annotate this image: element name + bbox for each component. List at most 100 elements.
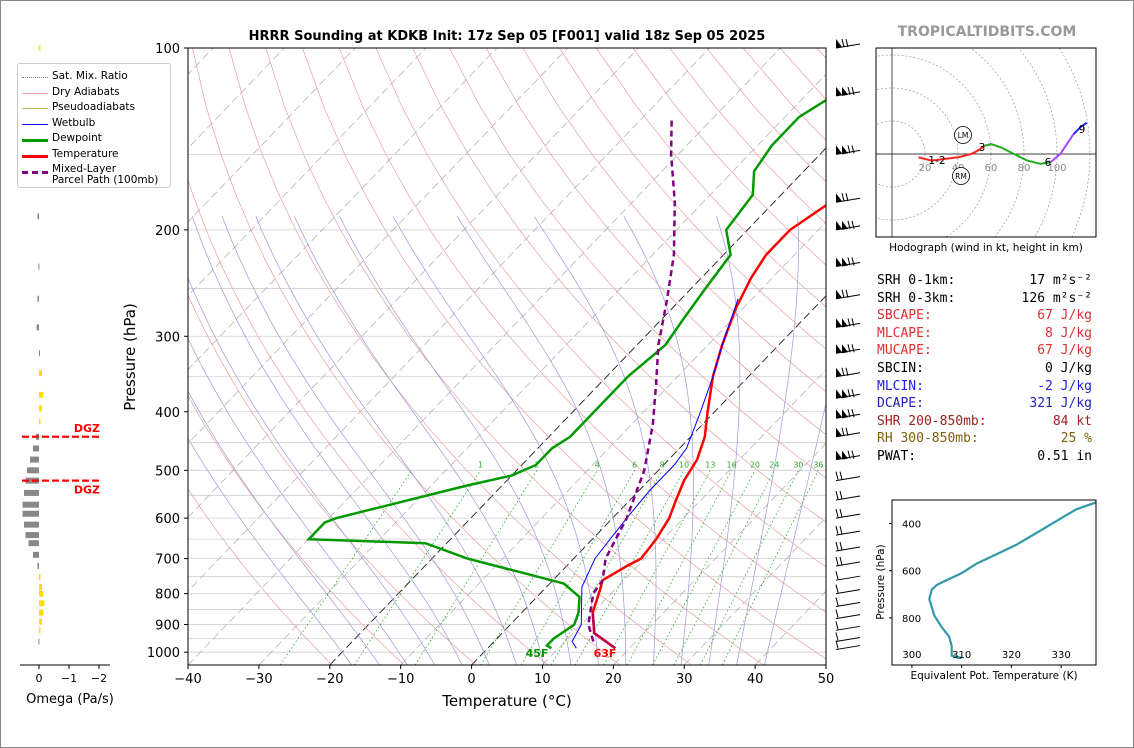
dry-adiabat [265,48,764,665]
wind-barb-flag [842,318,848,328]
hodograph-marker-circle [954,126,972,144]
surface-dewpoint-label: 45F [526,647,549,660]
dry-adiabat [338,48,826,613]
wind-barb-flag [836,257,842,267]
pseudoadiabat [596,652,599,665]
stat-label: MUCAPE: [877,343,932,359]
stats-panel: SRH 0-1km: 17 m²s⁻² SRH 0-3km: 126 m²s⁻² SBC… [877,272,1092,466]
dry-adiabat [228,48,692,665]
hodograph-segment [918,144,985,162]
y-tick-label: 1000 [147,646,180,661]
wind-barb-feather [835,471,839,480]
omega-bar [39,609,44,616]
wind-barb-feather [851,344,855,353]
dry-adiabat [559,48,826,350]
series-temperature [591,203,826,650]
wind-barb-feather [841,289,845,298]
pseudoadiabat [188,337,400,653]
omega-bar [39,590,44,597]
wind-barb-feather [835,609,839,618]
theta-e-x-label: Equivalent Pot. Temperature (K) [910,670,1077,682]
pseudoadiabat [188,390,371,653]
isotherm-line [188,48,639,518]
omega-bar [39,350,40,357]
hodograph-label: Hodograph (wind in kt, height in km) [889,242,1083,254]
wind-barb-flag [836,409,842,419]
y-tick-label: 100 [155,42,180,57]
wind-barb-feather [847,344,851,353]
wind-barb-feather [835,584,839,593]
stat-value: 84 kt [1052,413,1092,429]
mixing-ratio-line [699,470,799,665]
wind-barb-flag [836,450,842,460]
hodograph-segment [1049,133,1075,164]
wind-barb-feather [845,38,849,48]
wind-barb-staff [835,575,861,581]
wind-barb-feather [847,220,851,230]
stat-value: 25 % [1060,431,1092,447]
theta-e-x-tick-label: 330 [1052,650,1071,661]
theta-e-axes: 300 310 320 330 400 600 800 [889,520,1071,668]
stat-value: 67 J/kg [1037,343,1092,359]
wind-barb-flag [842,145,848,155]
isotherm-line [0,48,1,665]
wind-barb-staff [835,636,861,642]
omega-bar [39,600,45,607]
hodograph-ring-label: 60 [985,163,998,174]
wind-barb-feather [847,86,851,95]
mixing-ratio-line [603,470,711,665]
wind-barb-staff [835,561,861,567]
wind-barb-staff [835,322,861,328]
omega-bar [24,521,39,528]
y-axis-label: Pressure (hPa) [121,303,139,411]
hodograph-height-label: 6 [1045,157,1052,169]
x-tick-label: −20 [316,672,343,687]
omega-panel: 0 −1 −2 DGZ DGZ [20,45,110,685]
isotherm-line [400,221,826,665]
legend-label: Mixed-Layer Parcel Path (100mb) [52,163,159,186]
pseudoadiabat [534,216,657,653]
stat-row: MLCAPE: 8 J/kg [877,325,1092,343]
omega-bar [33,445,39,452]
pseudoadiabat [341,651,353,665]
stat-value: 0 J/kg [1045,360,1092,376]
hodograph-frame [875,47,1097,238]
wind-barb-feather [847,409,851,418]
mixing-ratio-label: 13 [705,460,715,469]
mixing-ratio-label: 6 [632,460,637,469]
wind-barb-flag [836,145,842,155]
wind-barb-staff [835,476,861,482]
mixing-ratio-label: 8 [660,460,665,469]
wind-barb-staff [835,513,861,519]
stat-label: SHR 200-850mb: [877,413,987,429]
wind-barb-flag [836,367,842,377]
wind-barb-flag [836,289,842,299]
theta-e-y-tick-label: 600 [902,567,921,578]
mixing-ratio-line [652,470,756,665]
wind-barb-flag [842,344,848,354]
theta-e-y-tick-label: 800 [902,614,921,625]
wind-barb-staff [835,495,861,501]
x-tick-label: 10 [534,672,551,687]
dry-adiabat [188,488,333,665]
x-tick-label: 20 [605,672,622,687]
omega-bar [39,618,42,625]
mixing-ratio-label: 24 [769,460,779,469]
wind-barb-staff [835,91,861,97]
x-tick-label: 30 [676,672,693,687]
surface-parcel-overlap [591,612,616,650]
wind-barb-staff [835,530,861,536]
wind-barb-feather [847,450,851,459]
dry-adiabat [596,48,826,308]
dry-adiabat [449,48,826,479]
wind-barb-feather [835,541,839,551]
y-tick-label: 800 [155,588,180,603]
wind-barb-feather [835,571,839,580]
chart-legend: Sat. Mix. Ratio Dry Adiabats Pseudoadiabat… [17,63,171,188]
legend-swatch [22,124,48,125]
mixing-ratio-line [279,470,413,665]
dry-adiabat [375,48,826,568]
omega-bar [27,467,39,474]
legend-label: Dry Adiabats [52,86,120,98]
omega-bar [39,45,41,51]
